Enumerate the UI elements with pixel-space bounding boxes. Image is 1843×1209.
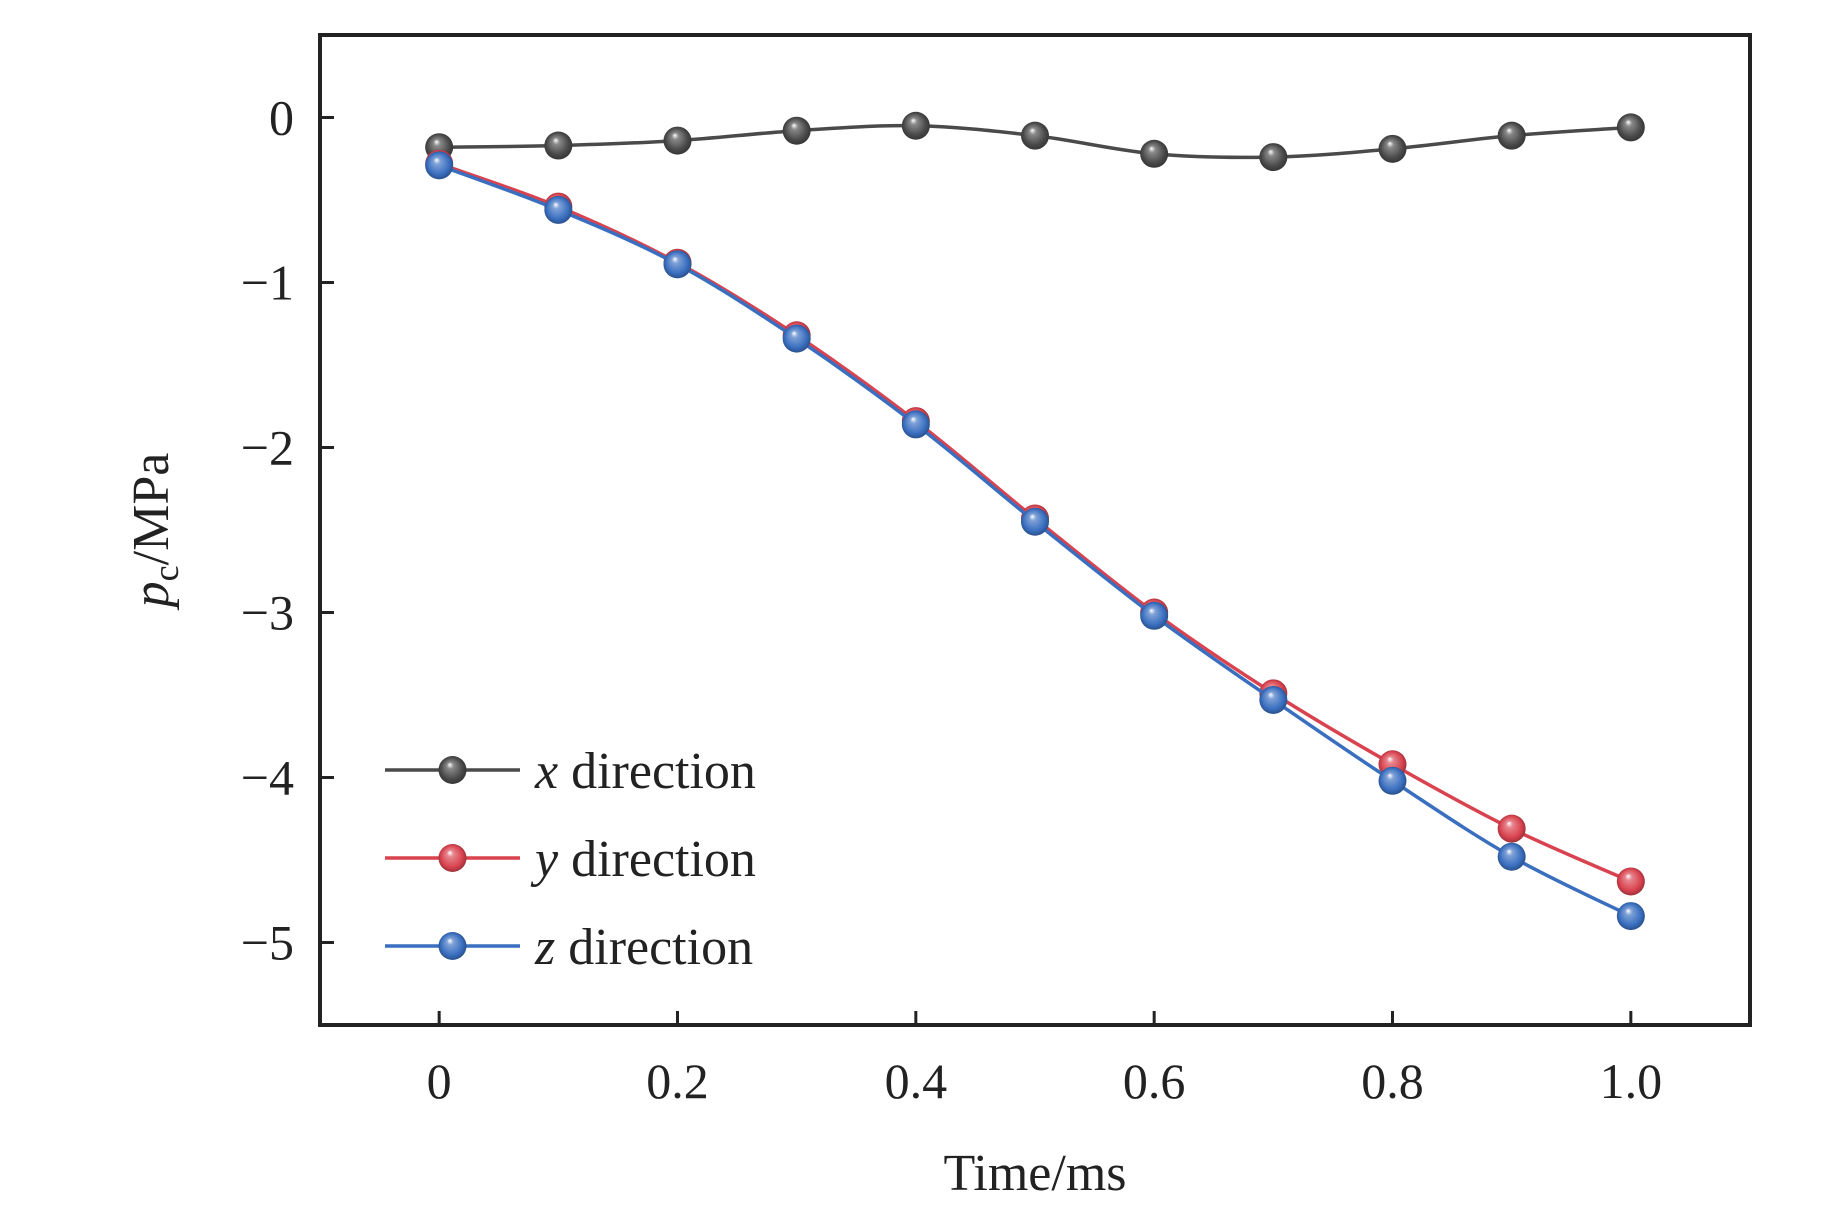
data-point-x xyxy=(1378,134,1407,163)
data-point-y xyxy=(1497,814,1526,843)
legend-label: y direction xyxy=(530,831,756,888)
legend-item-x: x direction xyxy=(385,743,756,800)
data-point-z xyxy=(663,250,692,279)
axis-ticks: 0 0.2 0.4 0.6 0.8 1.0 0 −1 −2 −3 −4 −5 xyxy=(241,90,1662,1110)
y-axis-unit: /MPa xyxy=(123,453,180,566)
data-point-z xyxy=(1140,601,1169,630)
x-tick-label: 1.0 xyxy=(1600,1053,1663,1109)
y-tick-label: −5 xyxy=(241,915,294,971)
data-point-x xyxy=(544,131,573,160)
data-point-z xyxy=(1616,902,1645,931)
y-tick-label: 0 xyxy=(269,90,294,146)
y-tick-label: −4 xyxy=(241,750,294,806)
legend-item-z: z direction xyxy=(385,919,753,976)
y-axis-title: pc/MPa xyxy=(123,453,186,612)
data-point-z xyxy=(544,195,573,224)
series-z xyxy=(425,151,1645,931)
data-point-z xyxy=(1259,685,1288,714)
x-tick-label: 0.2 xyxy=(646,1053,709,1109)
legend-variable: y xyxy=(530,831,559,888)
legend-suffix: direction xyxy=(558,743,756,800)
data-point-z xyxy=(1378,766,1407,795)
data-point-x xyxy=(1497,121,1526,150)
x-tick-label: 0 xyxy=(427,1053,452,1109)
x-tick-label: 0.4 xyxy=(885,1053,948,1109)
data-point-x xyxy=(782,116,811,145)
y-tick-label: −3 xyxy=(241,585,294,641)
data-point-z xyxy=(782,324,811,353)
data-point-x xyxy=(901,111,930,140)
y-axis-symbol: p xyxy=(123,581,180,611)
legend-suffix: direction xyxy=(555,919,753,976)
x-axis-title: Time/ms xyxy=(943,1145,1126,1202)
data-point-x xyxy=(663,126,692,155)
legend-item-y: y direction xyxy=(385,831,756,888)
plot-frame xyxy=(318,33,1752,1027)
data-point-x xyxy=(1259,143,1288,172)
legend-label: x direction xyxy=(534,743,756,800)
legend-marker xyxy=(438,756,467,784)
series-layer xyxy=(425,111,1645,931)
y-tick-label: −2 xyxy=(241,420,294,476)
data-point-z xyxy=(425,151,454,180)
legend-marker xyxy=(438,932,467,960)
data-point-x xyxy=(1616,113,1645,142)
legend-variable: x xyxy=(534,743,558,800)
x-tick-label: 0.6 xyxy=(1123,1053,1186,1109)
data-point-z xyxy=(1021,507,1049,536)
data-point-y xyxy=(1616,867,1645,896)
data-point-x xyxy=(1021,121,1049,150)
legend-marker xyxy=(438,844,467,872)
series-line-z xyxy=(438,163,1632,918)
y-tick-label: −1 xyxy=(241,255,294,311)
legend-suffix: direction xyxy=(558,831,756,888)
x-tick-label: 0.8 xyxy=(1361,1053,1424,1109)
data-point-x xyxy=(1140,139,1169,168)
series-x xyxy=(425,111,1645,172)
legend-variable: z xyxy=(534,919,555,976)
data-point-z xyxy=(901,410,930,439)
legend-label: z direction xyxy=(534,919,753,976)
y-axis-subscript: c xyxy=(146,565,186,581)
data-point-z xyxy=(1497,842,1526,871)
